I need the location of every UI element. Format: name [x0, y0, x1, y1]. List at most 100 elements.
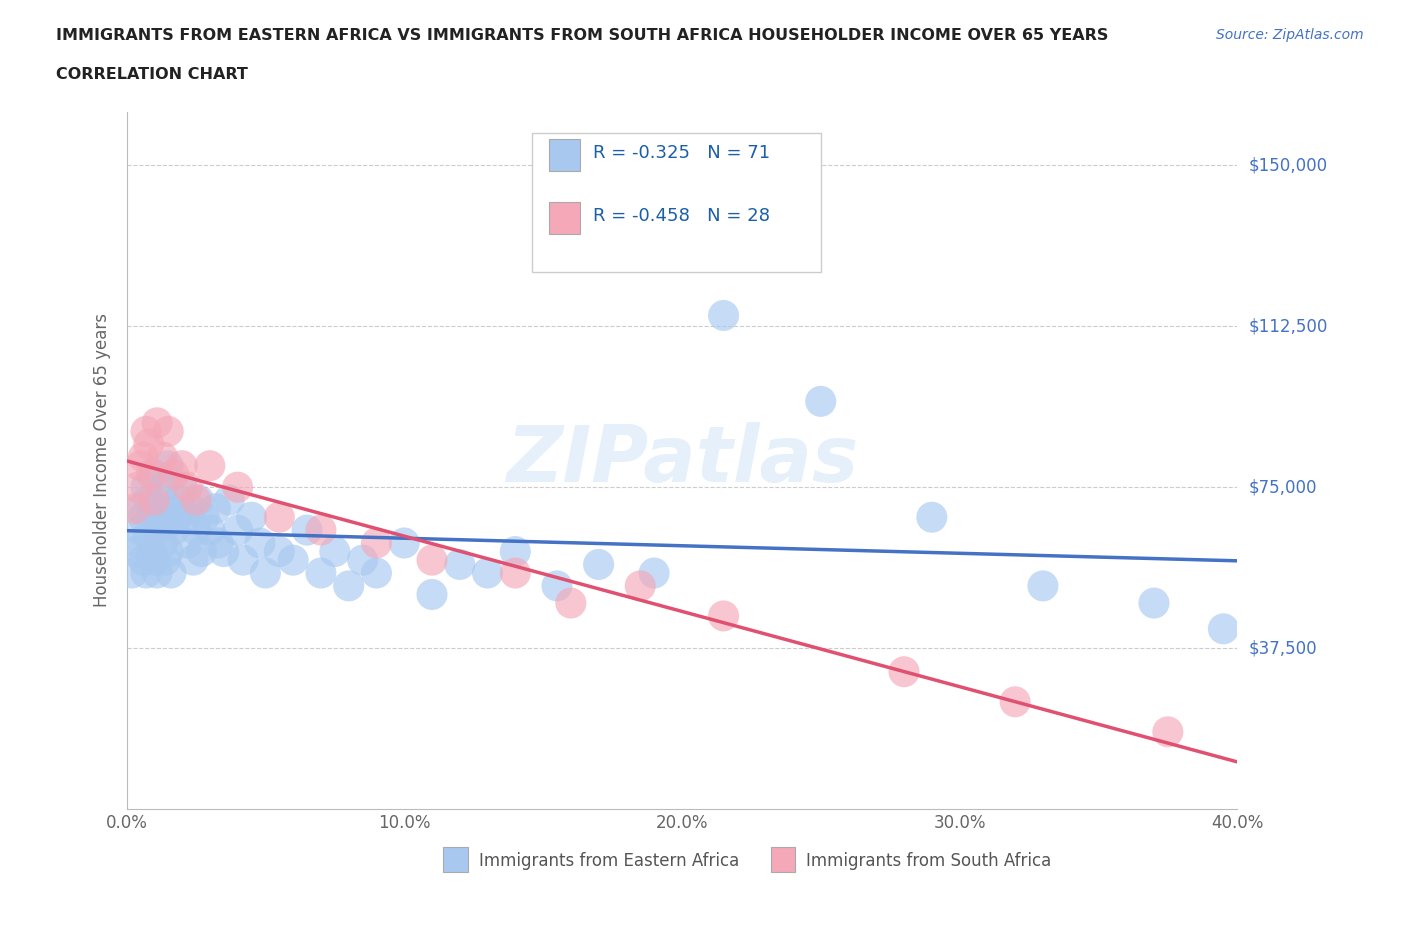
Text: CORRELATION CHART: CORRELATION CHART [56, 67, 247, 82]
Text: $37,500: $37,500 [1249, 639, 1317, 658]
Text: $75,000: $75,000 [1249, 478, 1317, 497]
Point [1212, 621, 1234, 636]
FancyBboxPatch shape [548, 203, 579, 233]
Point [810, 394, 832, 409]
Point [218, 493, 240, 508]
Point [921, 510, 943, 525]
Point [157, 458, 180, 473]
Point [141, 544, 163, 559]
Point [176, 536, 198, 551]
Point [477, 565, 499, 580]
Point [138, 437, 160, 452]
Point [240, 510, 263, 525]
Point [124, 544, 146, 559]
FancyBboxPatch shape [770, 847, 796, 872]
Point [152, 480, 174, 495]
Text: ZIPatlas: ZIPatlas [506, 422, 858, 498]
Text: Immigrants from Eastern Africa: Immigrants from Eastern Africa [478, 853, 740, 870]
Text: $112,500: $112,500 [1249, 317, 1327, 335]
Point [152, 450, 174, 465]
Point [281, 552, 304, 567]
Point [269, 510, 291, 525]
Point [254, 565, 277, 580]
Text: IMMIGRANTS FROM EASTERN AFRICA VS IMMIGRANTS FROM SOUTH AFRICA HOUSEHOLDER INCOM: IMMIGRANTS FROM EASTERN AFRICA VS IMMIGR… [56, 28, 1108, 43]
Point [129, 458, 152, 473]
Point [146, 565, 169, 580]
Point [295, 523, 318, 538]
Text: R = -0.458   N = 28: R = -0.458 N = 28 [593, 207, 770, 225]
FancyBboxPatch shape [548, 140, 579, 171]
Point [1143, 595, 1166, 610]
Point [172, 458, 194, 473]
Point [143, 493, 166, 508]
Text: R = -0.325   N = 71: R = -0.325 N = 71 [593, 144, 770, 163]
Point [190, 544, 212, 559]
Point [138, 493, 160, 508]
Point [643, 565, 665, 580]
Text: Source: ZipAtlas.com: Source: ZipAtlas.com [1216, 28, 1364, 42]
Point [143, 552, 166, 567]
Point [124, 501, 146, 516]
Point [172, 480, 194, 495]
Point [184, 523, 207, 538]
Point [713, 308, 735, 323]
Point [143, 467, 166, 482]
Point [309, 523, 332, 538]
Point [366, 536, 388, 551]
Point [198, 523, 221, 538]
FancyBboxPatch shape [443, 847, 468, 872]
Point [226, 480, 249, 495]
Point [152, 536, 174, 551]
Point [503, 544, 526, 559]
Point [132, 450, 155, 465]
Point [232, 552, 254, 567]
Point [132, 552, 155, 567]
Point [366, 565, 388, 580]
Point [198, 458, 221, 473]
Point [249, 536, 271, 551]
Point [166, 510, 188, 525]
Point [893, 664, 915, 679]
Point [269, 544, 291, 559]
Point [127, 536, 149, 551]
Point [628, 578, 651, 593]
Point [141, 501, 163, 516]
Point [129, 523, 152, 538]
Point [181, 552, 204, 567]
Point [176, 480, 198, 495]
Point [323, 544, 346, 559]
Point [135, 424, 157, 439]
Text: $150,000: $150,000 [1249, 156, 1327, 174]
Point [184, 493, 207, 508]
Point [127, 480, 149, 495]
Point [132, 510, 155, 525]
Point [560, 595, 582, 610]
Point [179, 501, 201, 516]
Point [207, 536, 229, 551]
Y-axis label: Householder Income Over 65 years: Householder Income Over 65 years [93, 313, 111, 607]
Point [212, 544, 235, 559]
Point [135, 565, 157, 580]
Point [160, 501, 183, 516]
Point [420, 552, 443, 567]
Point [169, 493, 191, 508]
Point [163, 467, 186, 482]
Point [337, 578, 360, 593]
Point [503, 565, 526, 580]
Text: Immigrants from South Africa: Immigrants from South Africa [806, 853, 1052, 870]
Point [546, 578, 568, 593]
Point [713, 608, 735, 623]
Point [173, 510, 195, 525]
Point [187, 493, 209, 508]
Point [129, 501, 152, 516]
Point [160, 565, 183, 580]
Point [352, 552, 374, 567]
Point [157, 424, 180, 439]
Point [149, 493, 172, 508]
Point [138, 527, 160, 542]
Point [155, 552, 177, 567]
Point [449, 557, 471, 572]
FancyBboxPatch shape [531, 133, 821, 272]
Point [394, 536, 416, 551]
Point [193, 510, 215, 525]
